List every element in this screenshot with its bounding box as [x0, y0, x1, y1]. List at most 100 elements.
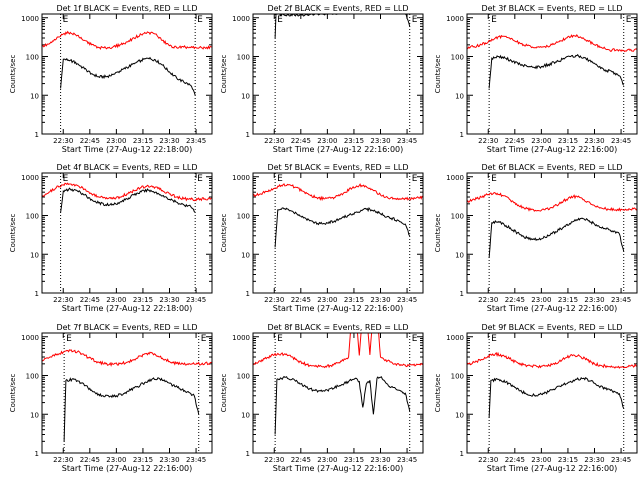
x-tick-label: 23:00 [106, 456, 126, 464]
events-line [63, 377, 200, 442]
event-marker-label: E [197, 174, 203, 184]
panel-title: Det 5f BLACK = Events, RED = LLD [267, 163, 408, 172]
plot-frame [252, 332, 424, 454]
event-marker-label: E [63, 15, 69, 25]
panel-title: Det 9f BLACK = Events, RED = LLD [481, 323, 622, 332]
x-tick-label: 22:45 [291, 296, 311, 304]
y-tick-label: 10 [455, 92, 464, 100]
panel-det-5: Det 5f BLACK = Events, RED = LLD Start Ti… [220, 163, 424, 313]
x-tick-label: 23:30 [584, 456, 604, 464]
x-tick-label: 23:45 [611, 296, 631, 304]
y-tick-label: 10 [30, 92, 39, 100]
y-tick-label: 10 [455, 251, 464, 259]
y-axis-label: Counts/sec [9, 214, 17, 253]
x-axis-label: Start Time (27-Aug-12 22:16:00) [487, 145, 618, 154]
y-tick-label: 1000 [446, 334, 464, 342]
x-tick-label: 23:45 [397, 456, 417, 464]
y-tick-label: 100 [237, 213, 250, 221]
event-marker-label: E [201, 334, 207, 344]
x-tick-label: 23:45 [186, 296, 206, 304]
y-tick-label: 100 [451, 373, 464, 381]
event-marker-label: E [626, 334, 632, 344]
event-marker-label: E [66, 334, 72, 344]
plot-frame [466, 332, 638, 454]
y-tick-label: 1000 [446, 15, 464, 23]
x-tick-label: 23:15 [558, 137, 578, 145]
x-tick-label: 23:45 [611, 456, 631, 464]
y-tick-label: 1000 [232, 15, 250, 23]
y-tick-label: 10 [30, 411, 39, 419]
event-marker-label: E [412, 15, 418, 25]
y-axis-label: Counts/sec [434, 55, 442, 94]
x-tick-label: 22:30 [264, 137, 284, 145]
y-tick-label: 1000 [446, 174, 464, 182]
y-tick-label: 100 [26, 213, 39, 221]
lld-line [42, 182, 212, 202]
y-tick-label: 100 [237, 54, 250, 62]
event-marker-label: E [491, 334, 497, 344]
x-tick-label: 22:45 [291, 456, 311, 464]
x-tick-label: 23:00 [531, 296, 551, 304]
events-line [274, 14, 411, 39]
events-line [60, 187, 196, 213]
y-axis-label: Counts/sec [9, 374, 17, 413]
x-tick-label: 22:30 [264, 296, 284, 304]
y-tick-label: 10 [241, 92, 250, 100]
event-marker-label: E [277, 334, 283, 344]
x-tick-label: 23:00 [531, 456, 551, 464]
x-tick-label: 23:15 [344, 456, 364, 464]
lld-line [467, 351, 637, 369]
y-axis-label: Counts/sec [9, 55, 17, 94]
x-tick-label: 23:00 [317, 137, 337, 145]
x-tick-label: 23:45 [186, 137, 206, 145]
y-axis-label: Counts/sec [220, 55, 228, 94]
y-tick-label: 1000 [21, 15, 39, 23]
plot-frame [466, 172, 638, 294]
y-tick-label: 1000 [21, 174, 39, 182]
y-tick-label: 1 [460, 450, 464, 458]
panel-title: Det 8f BLACK = Events, RED = LLD [267, 323, 408, 332]
y-tick-label: 100 [26, 54, 39, 62]
event-marker-label: E [277, 174, 283, 184]
y-axis-label: Counts/sec [220, 374, 228, 413]
event-marker-label: E [491, 174, 497, 184]
x-tick-label: 22:45 [291, 137, 311, 145]
panel-title: Det 3f BLACK = Events, RED = LLD [481, 4, 622, 13]
y-axis-label: Counts/sec [220, 214, 228, 253]
event-marker-label: E [412, 334, 418, 344]
plot-frame [252, 13, 424, 135]
x-tick-label: 23:15 [558, 296, 578, 304]
x-axis-label: Start Time (27-Aug-12 22:16:00) [273, 304, 404, 313]
x-tick-label: 23:15 [558, 456, 578, 464]
y-tick-label: 10 [241, 411, 250, 419]
panel-title: Det 6f BLACK = Events, RED = LLD [481, 163, 622, 172]
panel-det-4: Det 4f BLACK = Events, RED = LLD Start Ti… [9, 163, 213, 313]
x-axis-label: Start Time (27-Aug-12 22:16:00) [62, 464, 193, 473]
plot-frame [466, 13, 638, 135]
plot-frame [41, 332, 213, 454]
x-axis-label: Start Time (27-Aug-12 22:18:00) [62, 145, 193, 154]
x-tick-label: 23:15 [133, 137, 153, 145]
y-tick-label: 1000 [21, 334, 39, 342]
lld-line [253, 333, 423, 369]
x-tick-label: 22:45 [80, 456, 100, 464]
x-tick-label: 22:30 [53, 137, 73, 145]
x-tick-label: 23:30 [370, 456, 390, 464]
x-axis-label: Start Time (27-Aug-12 22:16:00) [487, 304, 618, 313]
x-axis-label: Start Time (27-Aug-12 22:16:00) [273, 464, 404, 473]
y-axis-label: Counts/sec [434, 214, 442, 253]
y-tick-label: 1000 [232, 334, 250, 342]
x-tick-label: 23:30 [370, 137, 390, 145]
x-tick-label: 23:45 [397, 296, 417, 304]
event-marker-label: E [491, 15, 497, 25]
x-tick-label: 23:45 [186, 456, 206, 464]
x-tick-label: 23:30 [159, 137, 179, 145]
event-marker-label: E [63, 174, 69, 184]
events-line [488, 376, 625, 419]
lld-line [42, 30, 212, 51]
x-tick-label: 22:30 [478, 137, 498, 145]
panel-title: Det 2f BLACK = Events, RED = LLD [267, 4, 408, 13]
panel-det-6: Det 6f BLACK = Events, RED = LLD Start Ti… [434, 163, 638, 313]
y-axis-label: Counts/sec [434, 374, 442, 413]
